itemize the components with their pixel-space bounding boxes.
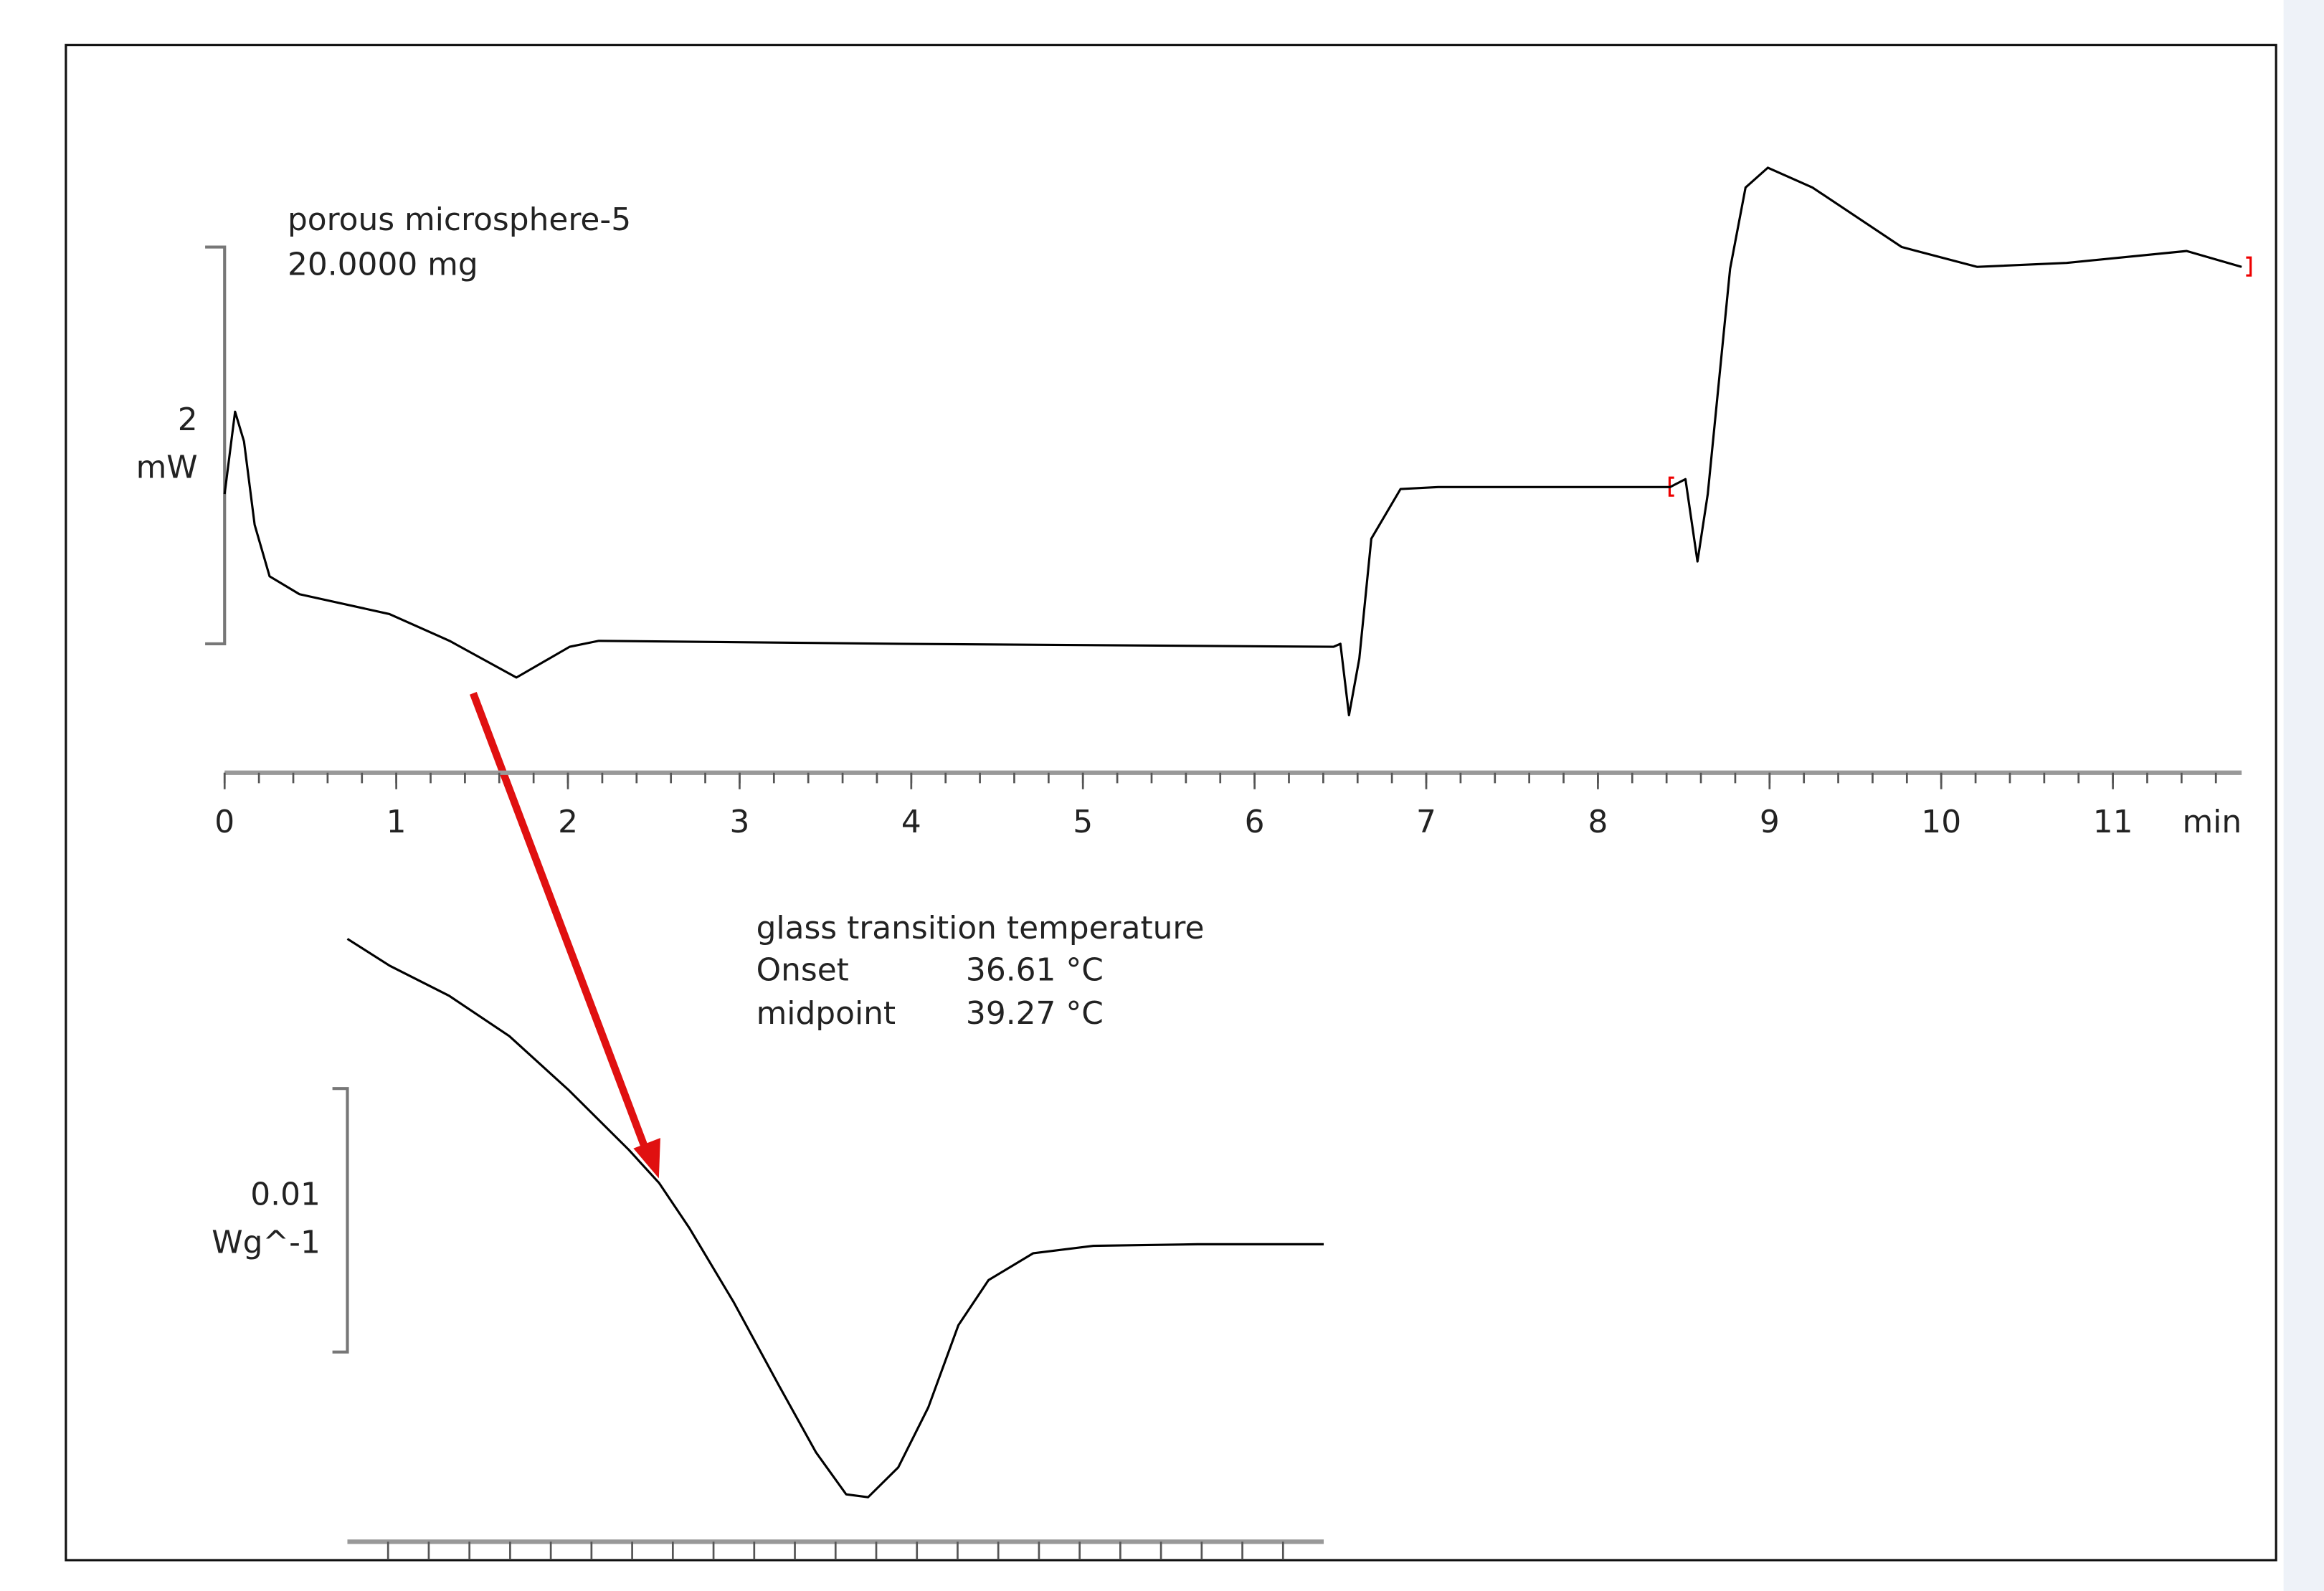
scale-bar-unit: Wg^-1 [212,1224,321,1260]
annotation-label: Onset [757,951,849,988]
scale-bar-value: 0.01 [250,1177,321,1213]
x-tick-label: 8 [1588,804,1608,840]
x-axis-label: min [2182,804,2242,840]
scale-bar-value: 2 [178,402,198,438]
x-tick-label: 5 [1073,804,1093,840]
x-tick-label: 2 [558,804,578,840]
annotation-title: glass transition temperature [757,910,1205,946]
scale-bar [332,1087,349,1354]
x-tick-label: 7 [1416,804,1436,840]
curve [346,938,1324,1499]
x-tick-label: 4 [901,804,921,840]
sample-name: porous microsphere-5 [288,201,631,238]
x-tick-label: 9 [1760,804,1780,840]
x-tick-label: 1 [386,804,407,840]
sample-mass: 20.0000 mg [288,247,478,283]
x-tick-label: 11 [2093,804,2133,840]
zoom-arrow [470,692,651,1154]
x-tick-label: 10 [1921,804,1961,840]
x-tick-label: 3 [729,804,749,840]
annotation-label: midpoint [757,995,896,1032]
x-tick-label: 0 [214,804,234,840]
frame [65,44,2277,1562]
annotation-value: 36.61 °C [966,951,1104,988]
zoom-arrowhead [633,1138,660,1179]
annotation-value: 39.27 °C [966,995,1104,1032]
scale-bar [205,245,227,646]
range-bracket [2246,256,2252,277]
side-strip [2283,0,2324,1591]
x-tick-label: 6 [1245,804,1265,840]
scale-bar-unit: mW [136,450,198,486]
curve [223,166,2242,717]
